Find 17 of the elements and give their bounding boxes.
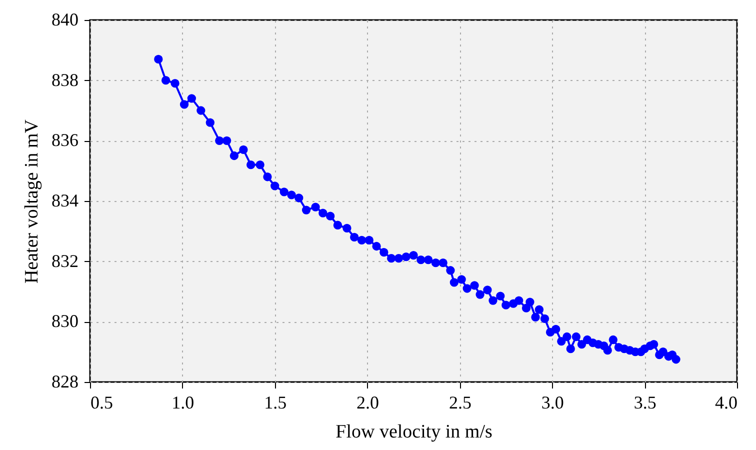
x-tick-label: 1.0 (172, 392, 194, 412)
x-axis-title: Flow velocity in m/s (336, 422, 492, 442)
y-tick-label: 840 (52, 10, 78, 30)
x-tick-label: 3.0 (541, 392, 564, 412)
x-tick-label: 2.5 (448, 392, 472, 412)
y-tick-label: 828 (52, 372, 78, 392)
y-tick-label: 838 (52, 70, 78, 90)
y-tick-label: 836 (52, 130, 78, 150)
y-tick-label: 830 (52, 311, 78, 332)
x-tick-label: 3.5 (634, 392, 656, 412)
y-axis-title: Heater voltage in mV (22, 119, 42, 284)
x-tick-label: 1.5 (264, 392, 287, 412)
y-tick-label: 832 (52, 250, 78, 271)
x-tick-label: 2.0 (356, 392, 380, 412)
y-tick-label: 834 (52, 190, 78, 210)
x-tick-label: 0.5 (90, 392, 113, 412)
x-tick-label: 4.0 (715, 392, 738, 412)
